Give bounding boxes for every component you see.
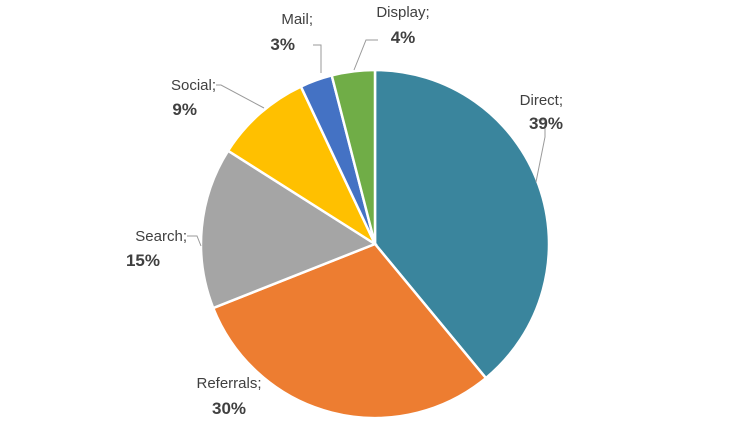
pie-slice-display	[330, 68, 377, 245]
leader-line-search	[187, 235, 202, 247]
slice-label-display: Display;	[376, 4, 429, 21]
slice-label-social: Social;	[171, 77, 216, 94]
leader-lines-layer	[187, 39, 546, 247]
pie-slice-social	[226, 84, 378, 248]
leader-line-display	[353, 39, 378, 71]
slice-label-referrals: Referrals;	[196, 375, 261, 392]
pie-slice-search	[199, 149, 378, 310]
pie-slice-direct	[373, 68, 551, 380]
data-labels-layer: Direct; 39% Referrals; 30% Search; 15% Social;…	[126, 4, 563, 418]
pie-slice-referrals	[211, 242, 488, 420]
slice-percent-direct: 39%	[529, 114, 563, 133]
slice-percent-display: 4%	[391, 28, 416, 47]
slice-percent-referrals: 30%	[212, 399, 246, 418]
leader-line-social	[216, 84, 265, 109]
slice-label-mail: Mail;	[281, 11, 313, 28]
slice-percent-social: 9%	[172, 100, 197, 119]
slice-label-search: Search;	[135, 228, 187, 245]
slice-label-direct: Direct;	[520, 92, 563, 109]
leader-line-direct	[535, 119, 546, 183]
slice-percent-mail: 3%	[270, 35, 295, 54]
leader-line-mail	[313, 44, 322, 73]
slices-layer	[199, 68, 551, 420]
slice-percent-search: 15%	[126, 251, 160, 270]
